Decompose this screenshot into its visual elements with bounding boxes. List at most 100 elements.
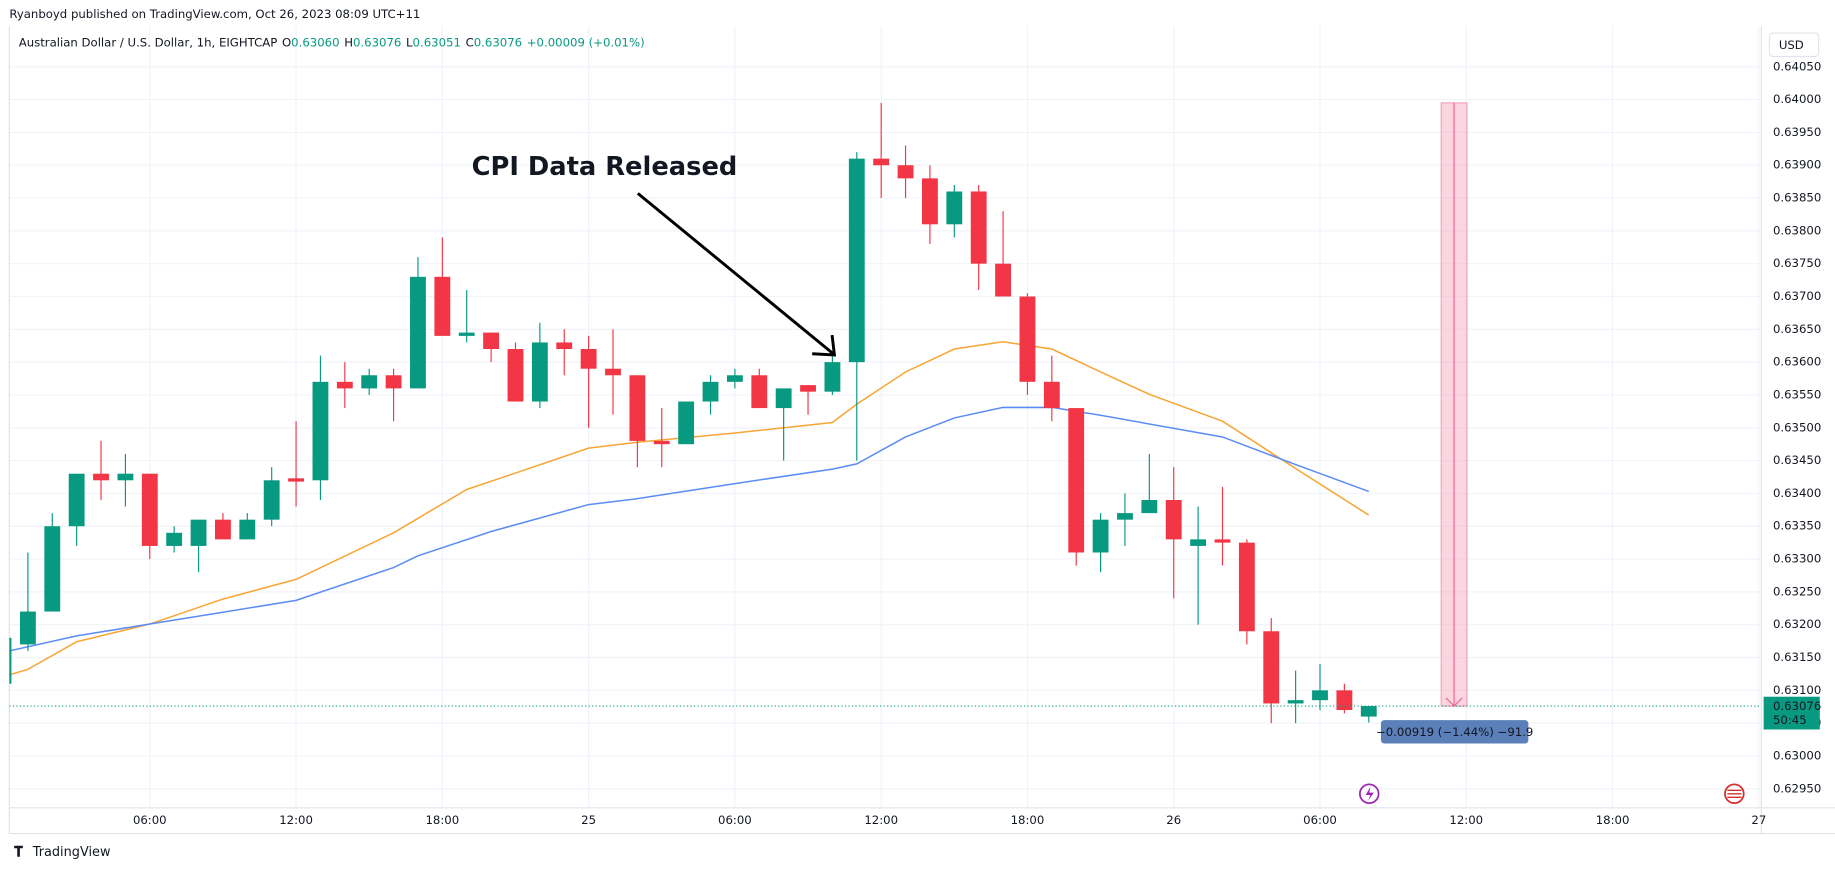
candle-body bbox=[970, 191, 987, 264]
candle-body bbox=[434, 276, 451, 336]
candle-body bbox=[922, 178, 938, 225]
countdown: 50:45 bbox=[1773, 713, 1807, 727]
y-tick-label: 0.63800 bbox=[1773, 223, 1821, 237]
candle-body bbox=[68, 473, 85, 527]
ma-line bbox=[9, 341, 1370, 676]
candle-body bbox=[1092, 519, 1109, 553]
candle-body bbox=[507, 349, 524, 402]
candle-body bbox=[653, 440, 670, 445]
candle-body bbox=[93, 473, 109, 481]
candle-body bbox=[1165, 499, 1182, 540]
candle-body bbox=[897, 165, 914, 179]
currency-button[interactable] bbox=[1768, 32, 1820, 58]
candle-body bbox=[336, 381, 353, 389]
candle-body bbox=[556, 342, 573, 350]
ohlc-value: 0.63051 bbox=[413, 35, 461, 49]
candle-body bbox=[824, 362, 841, 392]
symbol: Australian Dollar / U.S. Dollar, 1h, EIG… bbox=[19, 35, 278, 49]
last-price-box bbox=[1763, 696, 1820, 730]
y-tick-label: 0.63200 bbox=[1773, 617, 1821, 631]
ohlc-label: H bbox=[344, 35, 353, 49]
candle-body bbox=[1336, 690, 1353, 711]
y-tick-label: 0.63500 bbox=[1773, 420, 1821, 434]
event-icon-bolt bbox=[1365, 786, 1374, 801]
ohlc-label: L bbox=[406, 35, 413, 49]
candle-body bbox=[1360, 706, 1377, 717]
x-tick-label: 12:00 bbox=[1449, 813, 1483, 827]
y-tick-label: 0.63600 bbox=[1773, 355, 1821, 369]
arrow-head bbox=[812, 334, 837, 357]
last-price: 0.63076 bbox=[1773, 699, 1821, 713]
x-tick-label: 06:00 bbox=[1303, 813, 1337, 827]
candle-body bbox=[44, 526, 61, 612]
y-tick-label: 0.63900 bbox=[1773, 158, 1821, 172]
x-tick-label: 27 bbox=[1751, 813, 1766, 827]
candle-body bbox=[800, 385, 816, 392]
candle-body bbox=[1238, 542, 1255, 632]
axes: 0.629500.630000.630500.631000.631500.632… bbox=[133, 59, 1821, 827]
y-tick-label: 0.63250 bbox=[1773, 584, 1821, 598]
candle-body bbox=[848, 158, 865, 363]
x-tick-label: 25 bbox=[581, 813, 596, 827]
ma-line bbox=[9, 406, 1370, 652]
candle-body bbox=[483, 332, 500, 350]
y-tick-label: 0.63700 bbox=[1773, 289, 1821, 303]
candle-body bbox=[531, 342, 548, 402]
candle-body bbox=[1019, 296, 1036, 382]
candle-body bbox=[1068, 408, 1085, 553]
y-tick-label: 0.63000 bbox=[1773, 748, 1821, 762]
y-tick-label: 0.63350 bbox=[1773, 519, 1821, 533]
candle-body bbox=[751, 375, 768, 409]
x-tick-label: 18:00 bbox=[425, 813, 459, 827]
ohlc: O0.63060 H0.63076 L0.63051 C0.63076 bbox=[282, 35, 522, 49]
y-tick-label: 0.62950 bbox=[1773, 781, 1821, 795]
candle-body bbox=[605, 368, 621, 376]
y-tick-label: 0.63150 bbox=[1773, 650, 1821, 664]
x-tick-label: 06:00 bbox=[133, 813, 167, 827]
candle-body bbox=[312, 381, 329, 481]
y-tick-label: 0.63300 bbox=[1773, 552, 1821, 566]
candle-body bbox=[629, 375, 646, 441]
ohlc-value: 0.63076 bbox=[474, 35, 522, 49]
candle-body bbox=[410, 276, 426, 389]
candle-body bbox=[215, 519, 231, 540]
candle-body bbox=[1287, 700, 1304, 704]
y-tick-label: 0.63550 bbox=[1773, 387, 1821, 401]
y-tick-label: 0.64000 bbox=[1773, 92, 1821, 106]
candle-body bbox=[190, 519, 207, 546]
candle-body bbox=[726, 375, 743, 382]
y-tick-label: 0.64050 bbox=[1773, 59, 1821, 73]
publish-info: Ryanboyd published on TradingView.com, O… bbox=[9, 7, 420, 21]
candle-body bbox=[166, 532, 183, 546]
y-tick-label: 0.63750 bbox=[1773, 256, 1821, 270]
legend: Australian Dollar / U.S. Dollar, 1h, EIG… bbox=[19, 35, 645, 49]
candle-body bbox=[873, 158, 890, 166]
logo: 𝐓 bbox=[14, 844, 23, 860]
candle-body bbox=[458, 332, 475, 336]
measure-arrow-head bbox=[1445, 697, 1463, 707]
x-tick-label: 12:00 bbox=[864, 813, 898, 827]
candle-body bbox=[117, 473, 134, 481]
grid bbox=[9, 26, 1762, 808]
x-tick-label: 12:00 bbox=[279, 813, 313, 827]
candle-body bbox=[775, 388, 792, 409]
ohlc-value: 0.63060 bbox=[291, 35, 339, 49]
candle-body bbox=[1214, 539, 1231, 543]
currency[interactable]: USD bbox=[1779, 38, 1804, 52]
y-tick-label: 0.63100 bbox=[1773, 683, 1821, 697]
candle-body bbox=[263, 480, 280, 520]
candle-body bbox=[1190, 539, 1207, 546]
event-icon[interactable] bbox=[1358, 783, 1380, 805]
ohlc-label: O bbox=[282, 35, 291, 49]
candle-body bbox=[1117, 513, 1133, 520]
x-tick-label: 06:00 bbox=[718, 813, 752, 827]
candle-body bbox=[19, 611, 36, 645]
candle-body bbox=[580, 349, 597, 369]
footer-brand: TradingView bbox=[32, 845, 111, 860]
candle-body bbox=[288, 478, 304, 482]
change: +0.00009 (+0.01%) bbox=[527, 35, 645, 49]
candle-body bbox=[1263, 631, 1280, 704]
